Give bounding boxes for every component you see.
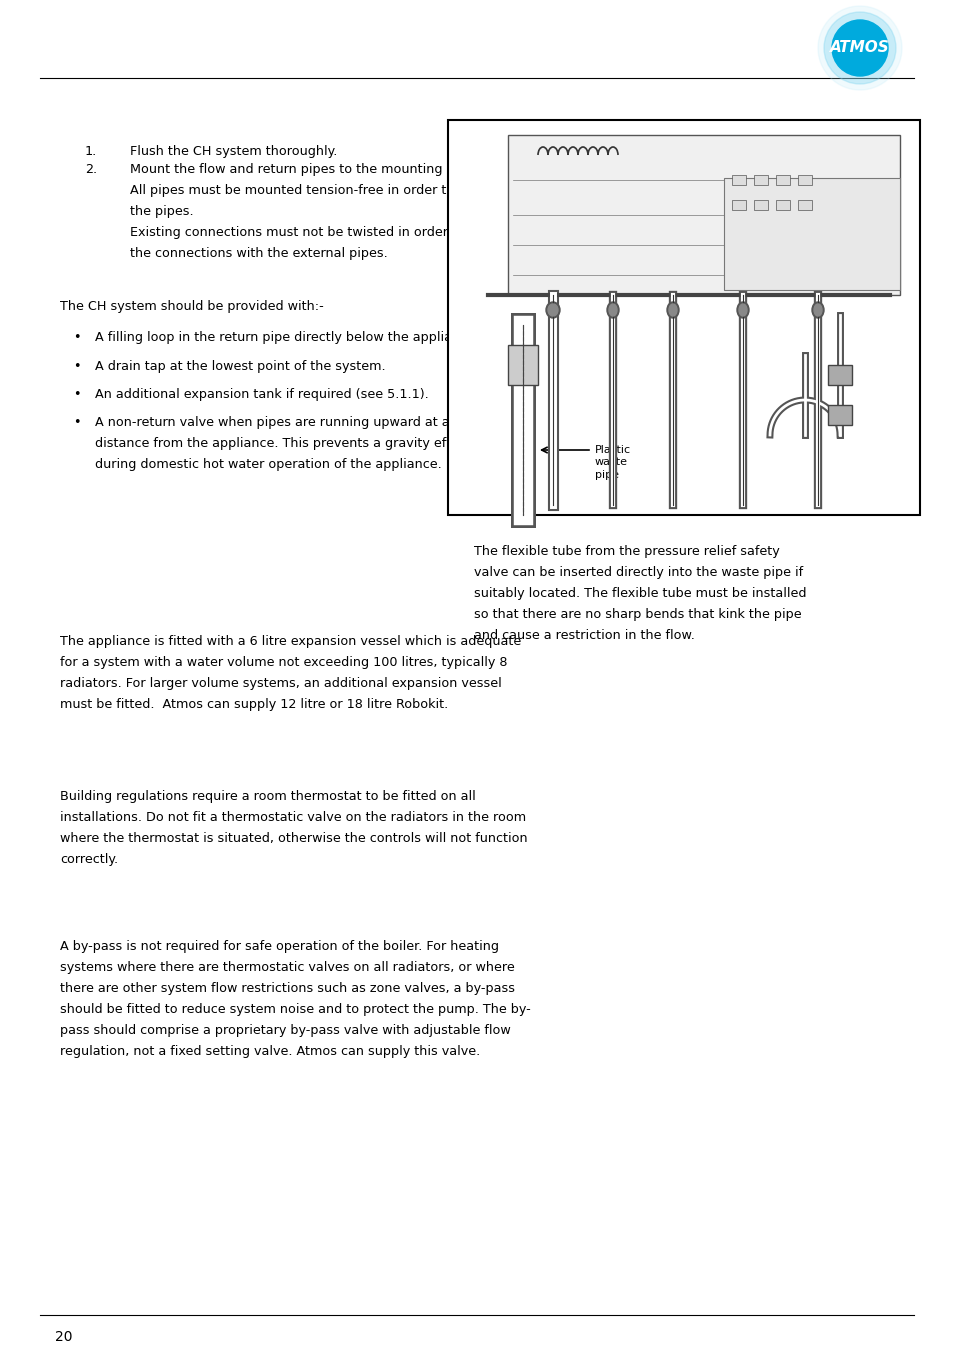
Text: A drain tap at the lowest point of the system.: A drain tap at the lowest point of the s… [95, 359, 385, 373]
Text: pass should comprise a proprietary by-pass valve with adjustable flow: pass should comprise a proprietary by-pa… [60, 1024, 510, 1036]
Text: Plastic
waste
pipe: Plastic waste pipe [595, 444, 631, 480]
Text: and cause a restriction in the flow.: and cause a restriction in the flow. [474, 628, 695, 642]
Ellipse shape [668, 304, 677, 316]
Text: The appliance is fitted with a 6 litre expansion vessel which is adequate: The appliance is fitted with a 6 litre e… [60, 635, 520, 648]
Text: distance from the appliance. This prevents a gravity effect: distance from the appliance. This preven… [95, 438, 470, 450]
Text: A by-pass is not required for safe operation of the boiler. For heating: A by-pass is not required for safe opera… [60, 940, 498, 952]
Text: radiators. For larger volume systems, an additional expansion vessel: radiators. For larger volume systems, an… [60, 677, 501, 690]
Bar [722, 178, 899, 290]
Text: suitably located. The flexible tube must be installed: suitably located. The flexible tube must… [474, 586, 806, 600]
Text: Existing connections must not be twisted in order to avoid leaks at: Existing connections must not be twisted… [130, 226, 558, 239]
Text: •: • [73, 359, 81, 373]
Bar [731, 176, 745, 185]
Bar [448, 120, 919, 515]
Text: valve can be inserted directly into the waste pipe if: valve can be inserted directly into the … [474, 566, 802, 580]
Text: Flush the CH system thoroughly.: Flush the CH system thoroughly. [130, 145, 337, 158]
Bar [797, 176, 811, 185]
Text: for a system with a water volume not exceeding 100 litres, typically 8: for a system with a water volume not exc… [60, 657, 507, 669]
Text: there are other system flow restrictions such as zone valves, a by-pass: there are other system flow restrictions… [60, 982, 515, 994]
Text: should be fitted to reduce system noise and to protect the pump. The by-: should be fitted to reduce system noise … [60, 1002, 530, 1016]
Bar [827, 405, 851, 426]
Bar [753, 176, 767, 185]
Ellipse shape [813, 304, 821, 316]
Ellipse shape [547, 304, 558, 316]
Bar [775, 200, 789, 209]
Text: systems where there are thermostatic valves on all radiators, or where: systems where there are thermostatic val… [60, 961, 515, 974]
Ellipse shape [666, 303, 679, 317]
Text: •: • [73, 388, 81, 401]
Text: •: • [73, 416, 81, 430]
Text: so that there are no sharp bends that kink the pipe: so that there are no sharp bends that ki… [474, 608, 801, 621]
Text: A non-return valve when pipes are running upward at a short: A non-return valve when pipes are runnin… [95, 416, 486, 430]
Ellipse shape [831, 20, 887, 76]
Ellipse shape [608, 304, 617, 316]
Bar [507, 135, 899, 295]
Ellipse shape [823, 12, 895, 84]
Text: ATMOS: ATMOS [829, 41, 889, 55]
Text: The flexible tube from the pressure relief safety: The flexible tube from the pressure reli… [474, 544, 779, 558]
Ellipse shape [545, 303, 559, 317]
Text: during domestic hot water operation of the appliance.: during domestic hot water operation of t… [95, 458, 441, 471]
Text: A filling loop in the return pipe directly below the appliance.: A filling loop in the return pipe direct… [95, 331, 478, 345]
Text: Building regulations require a room thermostat to be fitted on all: Building regulations require a room ther… [60, 790, 476, 802]
Bar [827, 365, 851, 385]
Text: 2.: 2. [85, 163, 97, 176]
Text: 1.: 1. [85, 145, 97, 158]
Text: An additional expansion tank if required (see 5.1.1).: An additional expansion tank if required… [95, 388, 429, 401]
Bar [731, 200, 745, 209]
Text: •: • [73, 331, 81, 345]
Bar [775, 176, 789, 185]
Ellipse shape [737, 303, 748, 317]
Text: installations. Do not fit a thermostatic valve on the radiators in the room: installations. Do not fit a thermostatic… [60, 811, 526, 824]
Text: the connections with the external pipes.: the connections with the external pipes. [130, 247, 387, 259]
Text: regulation, not a fixed setting valve. Atmos can supply this valve.: regulation, not a fixed setting valve. A… [60, 1044, 480, 1058]
Text: must be fitted.  Atmos can supply 12 litre or 18 litre Robokit.: must be fitted. Atmos can supply 12 litr… [60, 698, 448, 711]
Text: the pipes.: the pipes. [130, 205, 193, 218]
Text: The CH system should be provided with:-: The CH system should be provided with:- [60, 300, 323, 313]
Text: where the thermostat is situated, otherwise the controls will not function: where the thermostat is situated, otherw… [60, 832, 527, 844]
Bar [797, 200, 811, 209]
Bar [507, 345, 537, 385]
Bar [753, 200, 767, 209]
Ellipse shape [606, 303, 618, 317]
Text: 20: 20 [55, 1329, 72, 1344]
Ellipse shape [739, 304, 746, 316]
Text: All pipes must be mounted tension-free in order to avoid ticking of: All pipes must be mounted tension-free i… [130, 184, 556, 197]
Ellipse shape [811, 303, 823, 317]
Text: correctly.: correctly. [60, 852, 118, 866]
Ellipse shape [817, 5, 901, 91]
Text: Mount the flow and return pipes to the mounting bracket.: Mount the flow and return pipes to the m… [130, 163, 498, 176]
